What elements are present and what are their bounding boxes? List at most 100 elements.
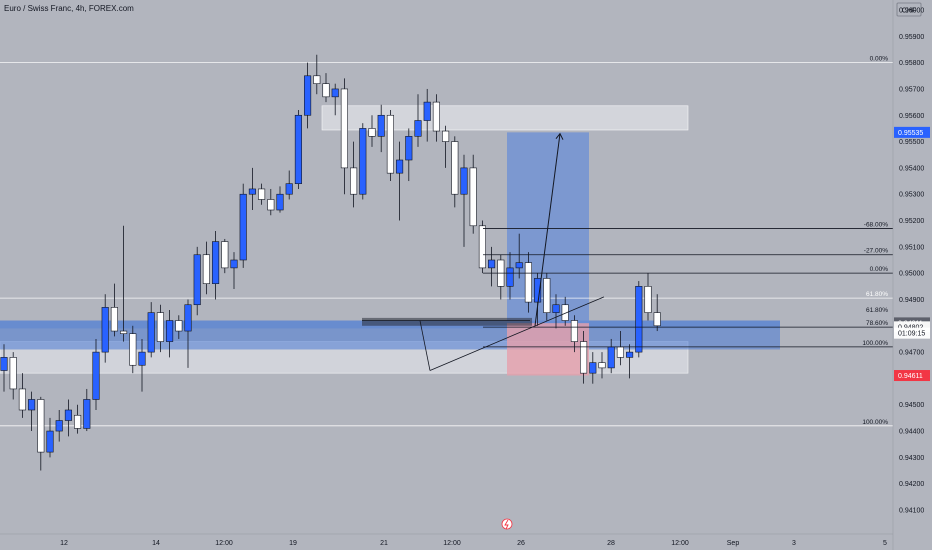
- time-tick-label: 28: [607, 540, 615, 547]
- candle-bearish[interactable]: [524, 262, 532, 303]
- candle-bullish[interactable]: [101, 307, 109, 353]
- wedge-lower-line[interactable]: [429, 296, 605, 371]
- candle-bearish[interactable]: [543, 278, 551, 313]
- candle-bullish[interactable]: [331, 88, 339, 98]
- candle-bearish[interactable]: [478, 225, 486, 269]
- price-tick-label: 0.95800: [899, 60, 924, 67]
- candle-bearish[interactable]: [451, 141, 459, 195]
- candle-bullish[interactable]: [396, 159, 404, 174]
- candle-bearish[interactable]: [432, 101, 440, 132]
- candle-bullish[interactable]: [423, 101, 431, 121]
- candle-bullish[interactable]: [377, 114, 385, 137]
- candle-bullish[interactable]: [294, 114, 302, 184]
- candle-bearish[interactable]: [221, 241, 229, 269]
- candle-bearish[interactable]: [258, 188, 266, 200]
- price-tick-label: 0.94300: [899, 455, 924, 462]
- candle-bullish[interactable]: [460, 167, 468, 195]
- candle-bearish[interactable]: [469, 167, 477, 227]
- price-label: 01:09:15: [898, 331, 925, 338]
- candle-bearish[interactable]: [322, 83, 330, 98]
- candle-bearish[interactable]: [442, 130, 450, 142]
- candle-bullish[interactable]: [239, 193, 247, 261]
- candle-bullish[interactable]: [285, 183, 293, 195]
- candle-bullish[interactable]: [405, 136, 413, 161]
- candle-bearish[interactable]: [616, 346, 624, 358]
- candle-bullish[interactable]: [552, 304, 560, 313]
- candle-bullish[interactable]: [414, 120, 422, 137]
- candle-bearish[interactable]: [37, 399, 45, 453]
- candle-bullish[interactable]: [92, 351, 100, 400]
- candle-bullish[interactable]: [589, 362, 597, 374]
- price-label-bg: [894, 327, 930, 339]
- price-labels-layer: 0.00% -68.00% -27.00% 0.00% 61.80% 61.80% 78.6…: [862, 56, 930, 426]
- time-tick-label: 19: [289, 540, 297, 547]
- price-tick-label: 0.95100: [899, 244, 924, 251]
- candle-bearish[interactable]: [644, 286, 652, 313]
- candle-bullish[interactable]: [515, 262, 523, 269]
- candle-bullish[interactable]: [248, 188, 256, 195]
- candle-bearish[interactable]: [18, 388, 26, 411]
- candle-bullish[interactable]: [184, 304, 192, 332]
- candle-bullish[interactable]: [46, 430, 54, 453]
- candle-bearish[interactable]: [386, 114, 394, 174]
- time-tick-label: 21: [380, 540, 388, 547]
- candle-bearish[interactable]: [580, 341, 588, 374]
- candle-bullish[interactable]: [0, 357, 8, 371]
- candle-bullish[interactable]: [64, 409, 72, 421]
- price-tick-label: 0.95600: [899, 113, 924, 120]
- candle-bullish[interactable]: [304, 75, 312, 116]
- candle-bearish[interactable]: [120, 330, 128, 334]
- candle-bearish[interactable]: [156, 312, 164, 342]
- candle-bullish[interactable]: [147, 312, 155, 353]
- candle-bearish[interactable]: [9, 357, 17, 390]
- candle-bullish[interactable]: [607, 346, 615, 369]
- candle-bearish[interactable]: [598, 362, 606, 369]
- candle-bearish[interactable]: [653, 312, 661, 327]
- candle-bullish[interactable]: [212, 241, 220, 284]
- supply-zone[interactable]: [321, 105, 689, 131]
- price-tick-label: 0.94900: [899, 297, 924, 304]
- candle-bearish[interactable]: [267, 199, 275, 211]
- projection-arrow-line[interactable]: [534, 133, 561, 326]
- fib-label: 100.00%: [862, 419, 888, 426]
- candle-bearish[interactable]: [368, 128, 376, 137]
- candle-bearish[interactable]: [561, 304, 569, 321]
- candle-bullish[interactable]: [488, 259, 496, 269]
- candle-bearish[interactable]: [340, 88, 348, 169]
- price-tick-label: 0.95400: [899, 165, 924, 172]
- candle-bearish[interactable]: [110, 307, 118, 332]
- candle-bullish[interactable]: [635, 286, 643, 353]
- candle-bullish[interactable]: [55, 420, 63, 432]
- candle-bullish[interactable]: [193, 254, 201, 306]
- price-tick-label: 0.96000: [899, 8, 924, 15]
- candle-bearish[interactable]: [350, 167, 358, 195]
- price-label-bg: [894, 126, 930, 138]
- fib-label: 100.00%: [862, 340, 888, 347]
- candle-bullish[interactable]: [359, 128, 367, 195]
- price-tick-label: 0.94200: [899, 481, 924, 488]
- candle-bullish[interactable]: [626, 351, 634, 358]
- candle-bearish[interactable]: [313, 75, 321, 84]
- candle-bearish[interactable]: [202, 254, 210, 284]
- candle-bullish[interactable]: [166, 320, 174, 342]
- candle-bullish[interactable]: [28, 399, 36, 411]
- order-block-rect[interactable]: [362, 317, 532, 326]
- replay-icon[interactable]: [501, 518, 513, 530]
- candle-bullish[interactable]: [506, 267, 514, 287]
- currency-box[interactable]: [896, 2, 922, 17]
- currency-label[interactable]: CHF: [902, 8, 916, 15]
- candle-bullish[interactable]: [230, 259, 238, 269]
- candle-bearish[interactable]: [570, 320, 578, 342]
- wedge-left-line[interactable]: [419, 320, 431, 371]
- candle-bearish[interactable]: [175, 320, 183, 332]
- candle-bullish[interactable]: [138, 351, 146, 366]
- candle-bullish[interactable]: [276, 193, 284, 211]
- chart-title: Euro / Swiss Franc, 4h, FOREX.com: [4, 4, 134, 13]
- candle-bullish[interactable]: [83, 399, 91, 429]
- candle-bearish[interactable]: [74, 414, 82, 429]
- time-axis[interactable]: 12 14 12:00 19 21 12:00 26 28 12:00 Sep 3 5: [0, 533, 893, 547]
- candle-bearish[interactable]: [129, 333, 137, 366]
- price-tick-label: 0.94400: [899, 429, 924, 436]
